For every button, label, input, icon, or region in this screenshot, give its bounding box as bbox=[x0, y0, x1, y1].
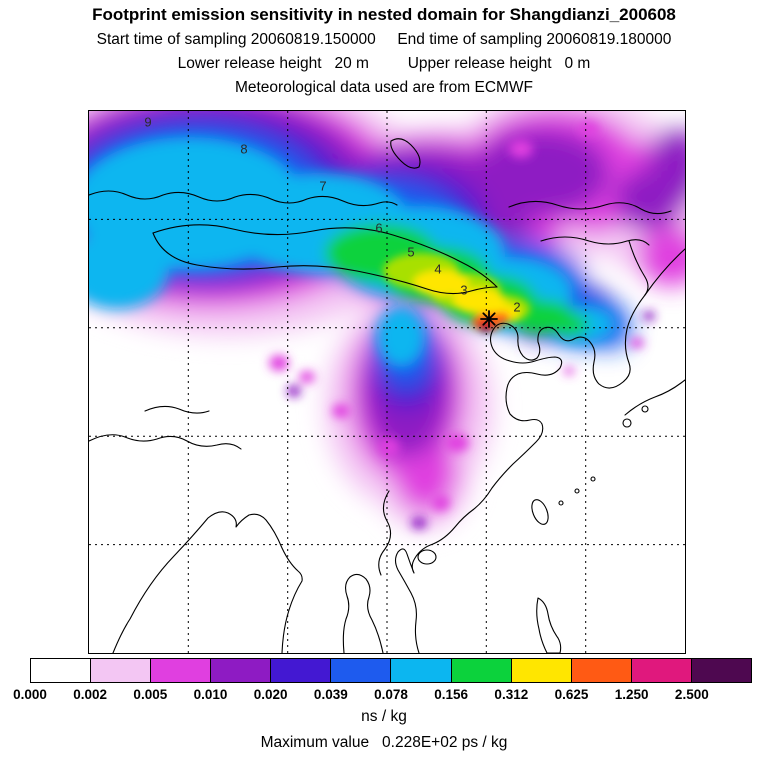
trajectory-hour-label: 5 bbox=[407, 244, 415, 260]
colorbar-box bbox=[391, 659, 452, 682]
coastlines bbox=[89, 138, 685, 653]
colorbar-tick-label: 2.500 bbox=[674, 687, 709, 702]
receptor-marker-icon bbox=[480, 310, 498, 328]
trajectory-hour-label: 8 bbox=[240, 141, 248, 157]
trajectory-hour-label: 2 bbox=[513, 299, 521, 315]
sampling-times-line: Start time of sampling 20060819.150000 E… bbox=[96, 31, 672, 48]
colorbar bbox=[30, 658, 752, 683]
colorbar-box bbox=[631, 659, 692, 682]
colorbar-box bbox=[151, 659, 212, 682]
colorbar-box bbox=[511, 659, 572, 682]
release-heights-line: Lower release height 20 m Upper release … bbox=[177, 55, 591, 72]
trajectory-hour-label: 3 bbox=[460, 282, 468, 298]
map-panel: 9 8 7 6 5 4 3 2 bbox=[88, 110, 686, 654]
map-graphic bbox=[89, 111, 685, 653]
colorbar-box bbox=[91, 659, 152, 682]
colorbar-tick-label: 0.005 bbox=[133, 687, 168, 702]
trajectory-labels-layer: 9 8 7 6 5 4 3 2 bbox=[89, 111, 685, 653]
colorbar-tick-label: 1.250 bbox=[614, 687, 649, 702]
trajectory-hour-label: 7 bbox=[319, 178, 327, 194]
colorbar-box bbox=[691, 659, 751, 682]
colorbar-tick-label: 0.039 bbox=[313, 687, 348, 702]
colorbar-box bbox=[271, 659, 332, 682]
graticule bbox=[89, 111, 685, 653]
colorbar-labels: 0.000 0.002 0.005 0.010 0.020 0.039 0.078 0.156… bbox=[13, 687, 752, 703]
trajectory-hour-label: 9 bbox=[144, 114, 152, 130]
colorbar-box bbox=[451, 659, 512, 682]
colorbar-box bbox=[211, 659, 272, 682]
colorbar-box bbox=[31, 659, 92, 682]
colorbar-tick-label: 0.312 bbox=[494, 687, 529, 702]
colorbar-box bbox=[571, 659, 632, 682]
colorbar-box bbox=[331, 659, 392, 682]
max-value-line: Maximum value 0.228E+02 ps / kg bbox=[260, 734, 508, 751]
met-data-line: Meteorological data used are from ECMWF bbox=[234, 79, 534, 96]
colorbar-tick-label: 0.156 bbox=[434, 687, 469, 702]
plume-layer-patches bbox=[269, 122, 655, 529]
colorbar-tick-label: 0.020 bbox=[253, 687, 288, 702]
trajectory-hour-label: 4 bbox=[434, 261, 442, 277]
trajectory-hour-label: 6 bbox=[375, 220, 383, 236]
colorbar-tick-label: 0.078 bbox=[374, 687, 408, 702]
colorbar-units: ns / kg bbox=[361, 708, 407, 725]
colorbar-tick-label: 0.002 bbox=[73, 687, 108, 702]
figure-title: Footprint emission sensitivity in nested… bbox=[92, 5, 676, 24]
plume-layer-mid bbox=[89, 137, 615, 367]
colorbar-tick-label: 0.010 bbox=[193, 687, 228, 702]
colorbar-tick-label: 0.625 bbox=[554, 687, 589, 702]
colorbar-tick-label: 0.000 bbox=[13, 687, 47, 702]
